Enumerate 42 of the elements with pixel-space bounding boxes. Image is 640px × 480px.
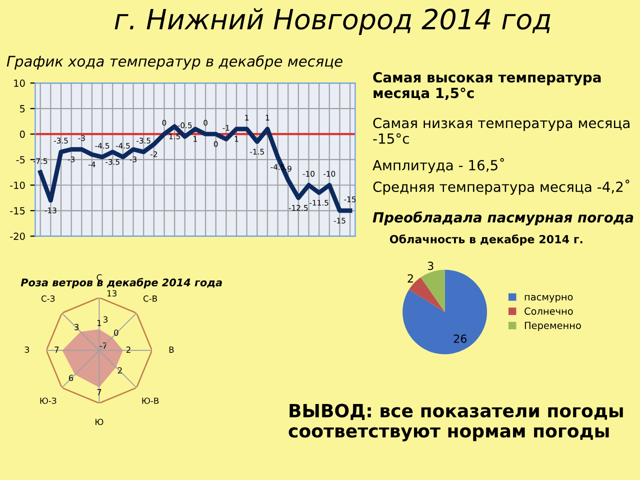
data-label: 7 xyxy=(54,346,59,353)
chart-title: г. Нижний Новгород 2014 год xyxy=(114,8,550,36)
y-tick-label: 0 xyxy=(20,130,25,138)
chart-subtitle: График хода температур в декабре месяце xyxy=(6,55,342,70)
y-tick-label: 10 xyxy=(14,80,25,87)
text: Амплитуда - 16,5˚ xyxy=(372,158,504,174)
y-tick-label: -20 xyxy=(10,232,25,240)
data-label: 2 xyxy=(408,274,413,282)
spoke-label: З xyxy=(24,346,30,353)
spoke-label: С-З xyxy=(42,295,55,302)
y-tick-label: 3 xyxy=(104,316,108,323)
data-label: 3 xyxy=(74,324,79,330)
spoke-label: Ю-В xyxy=(142,398,159,404)
data-label: 2 xyxy=(118,367,122,374)
spoke-label: Ю-З xyxy=(40,398,56,404)
text: Преобладала пасмурная погода xyxy=(372,211,634,226)
chart-title: Облачность в декабре 2014 г. xyxy=(390,234,582,246)
pie-slice xyxy=(420,270,445,312)
y-tick-label: -15 xyxy=(10,207,25,214)
legend-label: пасмурно xyxy=(524,294,573,302)
y-tick-label: -10 xyxy=(10,182,25,189)
y-tick-label: 5 xyxy=(20,105,25,112)
text: Самая низкая температура месяца -15°с xyxy=(373,118,630,144)
spoke-label: С xyxy=(96,274,102,281)
legend-label: Солнечно xyxy=(524,307,573,315)
text: Средняя температура месяца -4,2˚ xyxy=(373,180,630,195)
text: Самая высокая температура месяца 1,5°с xyxy=(373,72,601,100)
data-label: 6 xyxy=(68,374,74,382)
text: ВЫВОД: все показатели погоды соответствуют нормам погоды xyxy=(288,404,623,442)
y-tick-label: -5 xyxy=(16,156,25,164)
data-label: 1 xyxy=(97,320,102,326)
data-label: 2 xyxy=(126,346,130,353)
data-label: 26 xyxy=(454,334,467,343)
y-tick-label: 13 xyxy=(107,290,116,296)
data-label: 0 xyxy=(114,330,118,336)
pie-slice xyxy=(402,270,488,354)
spoke-label: С-В xyxy=(143,295,157,302)
spoke-label: В xyxy=(169,346,174,353)
spoke-label: Ю xyxy=(96,418,104,426)
data-label: 3 xyxy=(428,262,434,270)
data-label: 7 xyxy=(97,389,102,396)
legend-label: Переменно xyxy=(524,322,581,331)
